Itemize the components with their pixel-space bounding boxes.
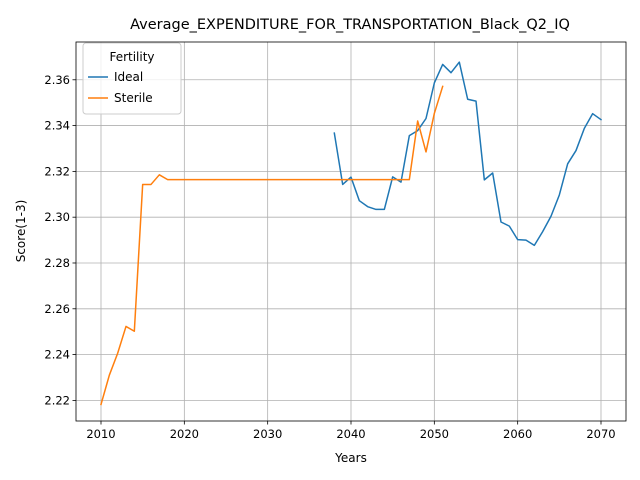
x-tick-label: 2010: [86, 427, 115, 441]
legend: Fertility Ideal Sterile: [83, 43, 181, 114]
chart-title: Average_EXPENDITURE_FOR_TRANSPORTATION_B…: [130, 17, 570, 33]
x-tick-label: 2070: [586, 427, 615, 441]
y-tick-label: 2.24: [44, 348, 70, 362]
y-tick-label: 2.30: [44, 210, 70, 224]
x-tick-label: 2040: [336, 427, 365, 441]
legend-label-ideal: Ideal: [114, 70, 143, 84]
legend-label-sterile: Sterile: [114, 91, 153, 105]
y-tick-label: 2.32: [44, 164, 70, 178]
legend-title: Fertility: [109, 50, 154, 64]
x-tick-label: 2020: [170, 427, 199, 441]
y-tick-label: 2.36: [44, 73, 70, 87]
x-tick-label: 2030: [253, 427, 282, 441]
x-tick-label: 2060: [503, 427, 532, 441]
y-tick-label: 2.28: [44, 256, 70, 270]
y-tick-label: 2.26: [44, 302, 70, 316]
x-axis-label: Years: [334, 451, 367, 465]
y-axis-label: Score(1-3): [14, 200, 28, 263]
y-tick-label: 2.34: [44, 119, 70, 133]
x-tick-label: 2050: [420, 427, 449, 441]
y-tick-label: 2.22: [44, 393, 70, 407]
